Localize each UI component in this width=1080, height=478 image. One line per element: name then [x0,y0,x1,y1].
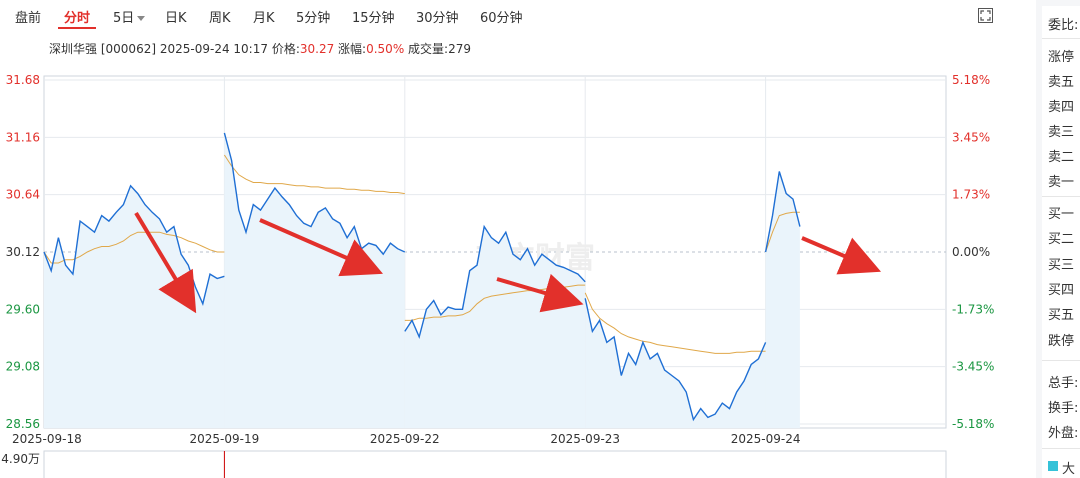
x-tick-label: 2025-09-19 [190,432,260,446]
y-tick-label: 31.68 [6,73,40,87]
tab-5min[interactable]: 5分钟 [296,11,331,26]
y-tick-label: 30.12 [6,245,40,259]
y-tick-label-right: 5.18% [952,73,990,87]
price-line-day [584,298,767,422]
y-tick-label-right: 1.73% [952,188,990,202]
quote-datetime: 2025-09-24 10:17 [159,42,268,56]
panel-divider [1042,448,1080,449]
ask-1-label: 卖一 [1048,175,1075,190]
y-tick-label-right: 0.00% [952,245,990,259]
y-tick-label: 29.60 [6,302,40,316]
x-tick-label: 2025-09-18 [12,432,82,446]
order-ratio-label: 委比: [1048,18,1079,33]
price-area-day [224,132,405,428]
total-volume-label: 总手: [1048,376,1079,391]
change-label: 涨幅: [338,42,367,56]
ask-2-label: 卖二 [1048,150,1075,165]
fullscreen-icon[interactable] [978,8,993,23]
annotation-arrow [496,273,584,313]
volume-panel-frame [43,450,947,478]
limit-up-label: 涨停 [1048,50,1075,65]
avg-price-line-day [765,211,800,253]
price-line-day [404,224,586,340]
order-book-card [1042,6,1080,478]
tab-premarket[interactable]: 盘前 [15,11,42,26]
order-book-panel: 委比: 涨停 卖五 卖四 卖三 卖二 卖一 买一 买二 买三 买四 买五 跌停 … [1036,0,1080,478]
stock-code: [000062] [100,42,157,56]
intraday-chart: 31.68 5.18% 31.16 3.45% 30.64 1.73% 30.12 0.00%… [1,73,994,478]
price-value: 30.27 [299,42,335,56]
y-tick-label-right: -1.73% [952,302,994,316]
y-tick-label-right: -3.45% [952,360,994,374]
panel-divider [1042,196,1080,197]
y-tick-label-right: -5.18% [952,417,994,431]
price-area-day [44,185,225,428]
quote-info-line: 深圳华强 [000062] 2025-09-24 10:17 价格:30.27 … [49,40,471,57]
stock-name: 深圳华强 [49,42,98,56]
tab-60min[interactable]: 60分钟 [480,11,523,26]
ask-4-label: 卖四 [1048,100,1075,115]
chevron-down-icon [137,16,146,21]
limit-down-label: 跌停 [1048,334,1075,349]
volume-label: 成交量: [408,42,449,56]
volume-value: 279 [448,42,471,56]
avg-price-line-day [43,231,225,264]
annotation-arrow [801,236,882,275]
bid-3-label: 买三 [1048,258,1075,273]
panel-divider [1042,38,1080,39]
tab-weekly-k[interactable]: 周K [209,11,231,26]
tab-monthly-k[interactable]: 月K [253,11,275,26]
y-tick-label-right: 3.45% [952,130,990,144]
y-tick-label: 30.64 [6,188,40,202]
avg-price-line-day [223,154,405,195]
bid-4-label: 买四 [1048,283,1075,298]
x-tick-label: 2025-09-23 [550,432,620,446]
tab-intraday[interactable]: 分时 [64,11,91,26]
price-area-day [585,298,766,428]
bid-1-label: 买一 [1048,207,1075,222]
tab-5day[interactable]: 5日 [113,7,146,26]
tab-15min[interactable]: 15分钟 [352,11,395,26]
annotation-arrow [259,218,383,277]
change-value: 0.50% [366,42,405,56]
price-area-day [765,171,800,428]
x-tick-label: 2025-09-24 [731,432,801,446]
legend-label: 大 [1062,462,1076,477]
ask-5-label: 卖五 [1048,75,1075,90]
period-tabs: 盘前 分时 5日 日K 周K 月K 5分钟 15分钟 30分钟 60分钟 [0,0,1020,34]
bid-2-label: 买二 [1048,232,1075,247]
panel-divider [1042,360,1080,361]
outer-volume-label: 外盘: [1048,426,1079,441]
active-tab-underline [58,27,96,29]
y-tick-label: 31.16 [6,130,40,144]
y-tick-label: 28.56 [6,417,40,431]
price-label: 价格: [271,42,300,56]
y-tick-label: 29.08 [6,360,40,374]
volume-axis-label: 4.90万 [1,452,40,466]
tab-daily-k[interactable]: 日K [165,11,187,26]
price-line-day [764,171,801,253]
ask-3-label: 卖三 [1048,125,1075,140]
tab-30min[interactable]: 30分钟 [416,11,459,26]
turnover-label: 换手: [1048,401,1079,416]
bid-5-label: 买五 [1048,308,1075,323]
legend-swatch [1048,461,1058,471]
x-tick-label: 2025-09-22 [370,432,440,446]
tab-5day-label: 5日 [113,11,135,26]
annotation-arrow [134,211,197,314]
avg-price-line-day [584,292,766,354]
